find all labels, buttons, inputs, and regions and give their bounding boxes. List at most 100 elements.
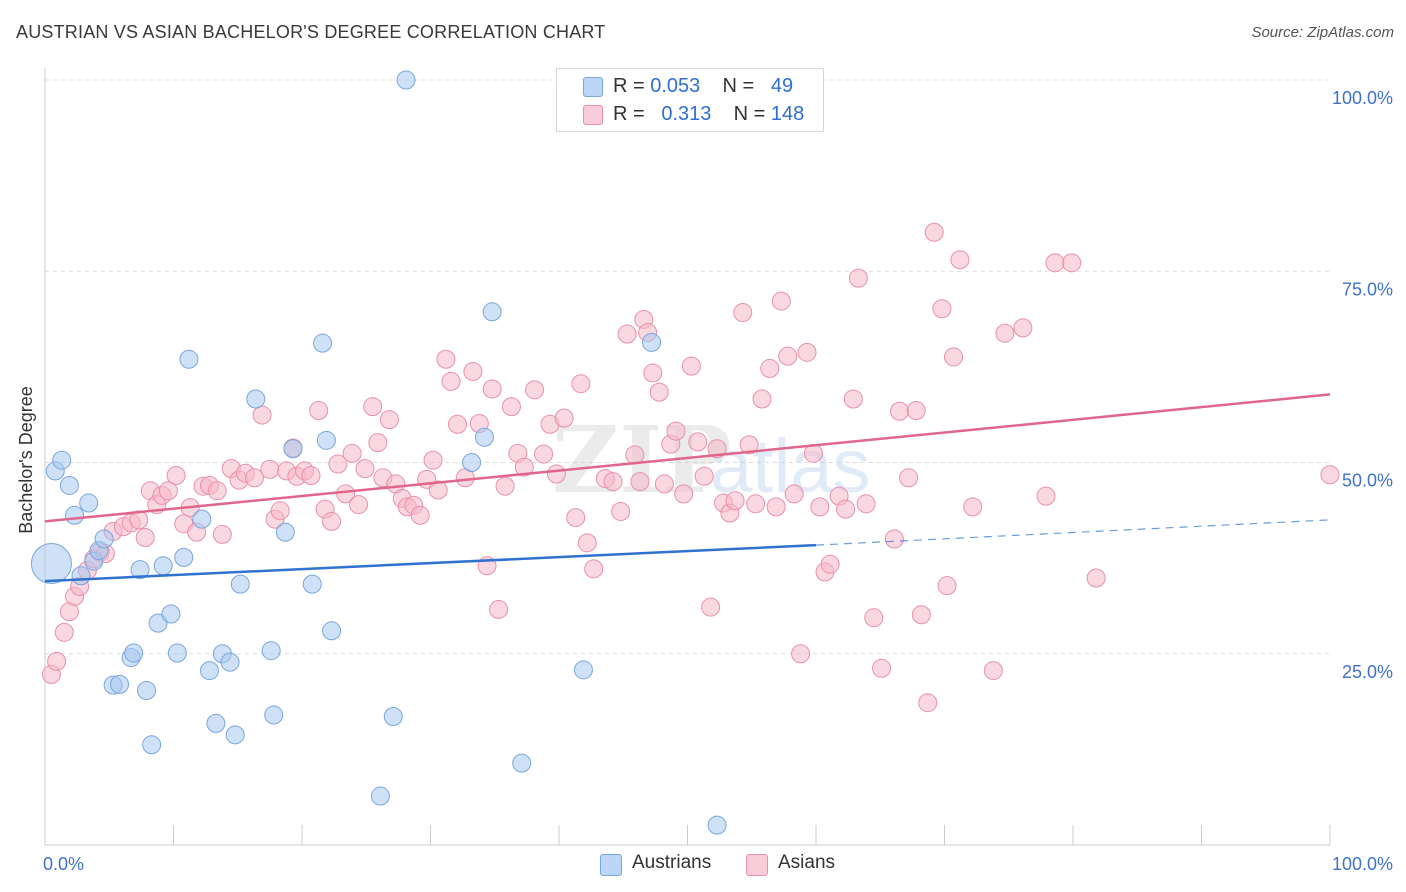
asians-point bbox=[760, 358, 780, 378]
asians-point bbox=[566, 508, 586, 528]
asians-point bbox=[410, 505, 430, 525]
asians-point bbox=[363, 397, 383, 417]
asians-point bbox=[701, 597, 721, 617]
legend-n-value: 49 bbox=[770, 75, 794, 97]
asians-point bbox=[778, 346, 798, 366]
asians-point bbox=[654, 474, 674, 494]
asians-point bbox=[1086, 568, 1106, 588]
asians-point bbox=[643, 363, 663, 383]
austrians-point bbox=[124, 643, 144, 663]
austrians-trend-extension bbox=[815, 519, 1331, 546]
austrians-point bbox=[110, 674, 130, 694]
asians-point bbox=[746, 494, 766, 514]
austrians-trend-line bbox=[44, 543, 817, 583]
asians-point bbox=[436, 349, 456, 369]
axes bbox=[44, 68, 1331, 846]
asians-point bbox=[525, 380, 545, 400]
austrians-point bbox=[71, 566, 91, 586]
asians-point bbox=[617, 324, 637, 344]
y-tick-labels: 25.0% 50.0% 75.0% 100.0% bbox=[1332, 88, 1393, 682]
asians-point bbox=[47, 651, 67, 671]
correlation-legend: R = 0.053 N = 49 R = 0.313 N = 148 bbox=[556, 68, 824, 132]
asians-point bbox=[54, 622, 74, 642]
asians-point bbox=[943, 347, 963, 367]
asians-point bbox=[625, 445, 645, 465]
austrians-point bbox=[65, 505, 85, 525]
asians-point bbox=[322, 511, 342, 531]
asians-point bbox=[864, 608, 884, 628]
asians-point bbox=[252, 405, 272, 425]
asians-point bbox=[766, 497, 786, 517]
asians-point bbox=[546, 464, 566, 484]
austrians-point bbox=[283, 439, 303, 459]
austrians-point bbox=[474, 427, 494, 447]
asians-point bbox=[836, 499, 856, 519]
asians-point bbox=[489, 599, 509, 619]
asians-point bbox=[534, 444, 554, 464]
asians-point bbox=[630, 472, 650, 492]
austrians-point bbox=[370, 786, 390, 806]
asians-point bbox=[577, 533, 597, 553]
chart-title: AUSTRIAN VS ASIAN BACHELOR'S DEGREE CORR… bbox=[16, 22, 606, 42]
asians-point bbox=[674, 484, 694, 504]
austrians-point bbox=[130, 560, 150, 580]
x-tick-labels: 0.0% 100.0% bbox=[43, 854, 1393, 874]
austrians-point bbox=[199, 661, 219, 681]
legend-swatch-asians bbox=[746, 854, 768, 876]
asians-point bbox=[328, 454, 348, 474]
legend-swatch-asians bbox=[583, 105, 603, 125]
austrians-point bbox=[482, 302, 502, 322]
asians-point bbox=[379, 410, 399, 430]
austrians-point bbox=[512, 753, 532, 773]
legend-n-label: N = bbox=[722, 75, 755, 97]
asians-point bbox=[820, 554, 840, 574]
asians-trend-line bbox=[44, 393, 1331, 523]
asians-point bbox=[950, 250, 970, 270]
legend-label-asians: Asians bbox=[778, 852, 836, 873]
austrians-point bbox=[246, 389, 266, 409]
asians-point bbox=[906, 400, 926, 420]
asians-point bbox=[571, 374, 591, 394]
asians-point bbox=[983, 661, 1003, 681]
austrians-point bbox=[174, 547, 194, 567]
asians-point bbox=[752, 389, 772, 409]
austrians-point bbox=[94, 529, 114, 549]
asians-point bbox=[158, 481, 178, 501]
y-axis-label: Bachelor's Degree bbox=[16, 386, 36, 534]
austrians-point bbox=[148, 613, 168, 633]
x-tick-label: 100.0% bbox=[1332, 854, 1393, 874]
asians-point bbox=[688, 432, 708, 452]
austrians-point bbox=[52, 450, 72, 470]
legend-r-value: 0.053 bbox=[650, 75, 701, 97]
asians-point bbox=[681, 356, 701, 376]
asians-point bbox=[1320, 465, 1340, 485]
austrians-point bbox=[167, 643, 187, 663]
asians-point bbox=[791, 644, 811, 664]
austrians-point bbox=[261, 641, 281, 661]
austrians-point bbox=[316, 430, 336, 450]
asians-point bbox=[355, 459, 375, 479]
austrians-point bbox=[161, 604, 181, 624]
asians-point bbox=[872, 658, 892, 678]
legend-n-label: N = bbox=[733, 103, 766, 125]
asians-point bbox=[963, 497, 983, 517]
asians-point bbox=[725, 491, 745, 511]
legend-n-value: 148 bbox=[770, 103, 805, 125]
austrians-point bbox=[322, 621, 342, 641]
austrians-point bbox=[573, 660, 593, 680]
austrians-point bbox=[59, 475, 79, 495]
legend-r-label: R = bbox=[613, 103, 645, 125]
trend-lines bbox=[44, 393, 1331, 583]
austrians-point bbox=[220, 652, 240, 672]
asians-point bbox=[368, 433, 388, 453]
asians-point bbox=[212, 524, 232, 544]
chart-source: Source: ZipAtlas.com bbox=[1251, 24, 1394, 41]
austrians-point bbox=[302, 574, 322, 594]
asians-point bbox=[707, 439, 727, 459]
asians-point bbox=[733, 303, 753, 323]
austrians-point bbox=[462, 453, 482, 472]
asians-point bbox=[810, 497, 830, 517]
asians-point bbox=[244, 468, 264, 488]
asians-point bbox=[1013, 318, 1033, 338]
asians-point bbox=[1036, 486, 1056, 506]
